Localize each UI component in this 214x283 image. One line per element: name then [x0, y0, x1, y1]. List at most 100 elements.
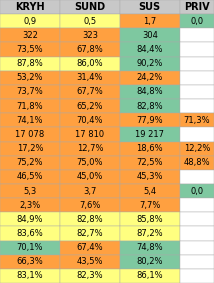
Bar	[120, 57, 180, 71]
Bar	[0, 241, 60, 255]
Bar	[120, 99, 180, 113]
Bar	[60, 85, 120, 99]
Bar	[180, 71, 214, 85]
Text: 5,3: 5,3	[23, 186, 37, 196]
Bar	[0, 198, 60, 212]
Text: 84,9%: 84,9%	[17, 215, 43, 224]
Text: 48,8%: 48,8%	[184, 158, 210, 167]
Bar	[60, 226, 120, 241]
Bar	[180, 226, 214, 241]
Bar	[120, 142, 180, 156]
Bar	[120, 127, 180, 142]
Text: 7,6%: 7,6%	[79, 201, 101, 210]
Bar	[120, 241, 180, 255]
Bar	[60, 42, 120, 57]
Bar	[120, 198, 180, 212]
Text: 0,0: 0,0	[190, 186, 204, 196]
Bar	[60, 99, 120, 113]
Text: 67,8%: 67,8%	[77, 45, 103, 54]
Bar	[180, 170, 214, 184]
Bar	[0, 14, 60, 28]
Text: 85,8%: 85,8%	[137, 215, 163, 224]
Text: 82,8%: 82,8%	[77, 215, 103, 224]
Bar	[180, 198, 214, 212]
Text: 12,7%: 12,7%	[77, 144, 103, 153]
Bar	[180, 127, 214, 142]
Bar	[0, 226, 60, 241]
Text: 45,3%: 45,3%	[137, 172, 163, 181]
Bar	[0, 85, 60, 99]
Text: 1,7: 1,7	[143, 17, 156, 26]
Bar	[60, 14, 120, 28]
Text: 83,6%: 83,6%	[17, 229, 43, 238]
Text: 2,3%: 2,3%	[19, 201, 41, 210]
Bar	[120, 0, 180, 14]
Bar	[120, 184, 180, 198]
Bar	[60, 198, 120, 212]
Bar	[180, 212, 214, 226]
Text: 17,2%: 17,2%	[17, 144, 43, 153]
Text: 71,8%: 71,8%	[17, 102, 43, 111]
Text: 0,5: 0,5	[83, 17, 97, 26]
Bar	[60, 255, 120, 269]
Text: 46,5%: 46,5%	[17, 172, 43, 181]
Text: 86,0%: 86,0%	[77, 59, 103, 68]
Text: 7,7%: 7,7%	[139, 201, 160, 210]
Text: PRIV: PRIV	[184, 2, 210, 12]
Bar	[120, 42, 180, 57]
Bar	[180, 14, 214, 28]
Text: 67,4%: 67,4%	[77, 243, 103, 252]
Text: 80,2%: 80,2%	[137, 257, 163, 266]
Text: 53,2%: 53,2%	[17, 73, 43, 82]
Text: 66,3%: 66,3%	[17, 257, 43, 266]
Text: 5,4: 5,4	[143, 186, 156, 196]
Bar	[0, 170, 60, 184]
Text: 17 078: 17 078	[15, 130, 45, 139]
Text: 84,4%: 84,4%	[137, 45, 163, 54]
Bar	[180, 28, 214, 42]
Bar	[0, 71, 60, 85]
Text: 82,3%: 82,3%	[77, 271, 103, 280]
Bar	[0, 113, 60, 127]
Text: 82,8%: 82,8%	[137, 102, 163, 111]
Text: 67,7%: 67,7%	[77, 87, 103, 97]
Bar	[180, 269, 214, 283]
Text: 74,1%: 74,1%	[17, 116, 43, 125]
Bar	[120, 14, 180, 28]
Text: 0,9: 0,9	[23, 17, 37, 26]
Text: 12,2%: 12,2%	[184, 144, 210, 153]
Text: 31,4%: 31,4%	[77, 73, 103, 82]
Bar	[60, 170, 120, 184]
Text: 87,2%: 87,2%	[137, 229, 163, 238]
Text: 17 810: 17 810	[75, 130, 104, 139]
Text: 304: 304	[142, 31, 158, 40]
Text: 83,1%: 83,1%	[17, 271, 43, 280]
Bar	[180, 184, 214, 198]
Bar	[120, 71, 180, 85]
Bar	[0, 28, 60, 42]
Bar	[0, 142, 60, 156]
Bar	[120, 156, 180, 170]
Text: 43,5%: 43,5%	[77, 257, 103, 266]
Bar	[0, 212, 60, 226]
Bar	[0, 42, 60, 57]
Text: 322: 322	[22, 31, 38, 40]
Text: 74,8%: 74,8%	[137, 243, 163, 252]
Text: 73,5%: 73,5%	[17, 45, 43, 54]
Text: 65,2%: 65,2%	[77, 102, 103, 111]
Bar	[60, 0, 120, 14]
Bar	[60, 241, 120, 255]
Text: 72,5%: 72,5%	[137, 158, 163, 167]
Text: 70,1%: 70,1%	[17, 243, 43, 252]
Bar	[180, 57, 214, 71]
Bar	[60, 184, 120, 198]
Bar	[60, 127, 120, 142]
Bar	[60, 71, 120, 85]
Text: 75,2%: 75,2%	[17, 158, 43, 167]
Bar	[120, 269, 180, 283]
Bar	[60, 212, 120, 226]
Text: 82,7%: 82,7%	[77, 229, 103, 238]
Text: 77,9%: 77,9%	[137, 116, 163, 125]
Bar	[180, 99, 214, 113]
Bar	[180, 85, 214, 99]
